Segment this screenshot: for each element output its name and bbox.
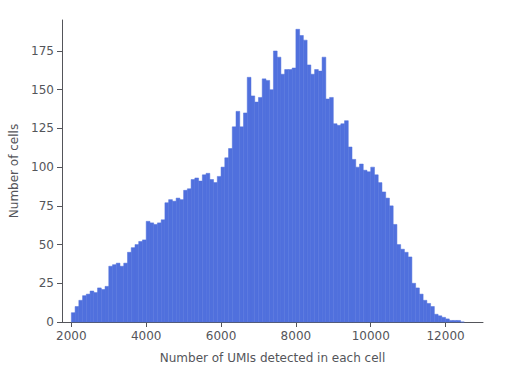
- svg-text:Number of cells: Number of cells: [7, 124, 21, 218]
- svg-text:4000: 4000: [131, 329, 162, 343]
- svg-text:75: 75: [39, 199, 54, 213]
- svg-text:100: 100: [31, 160, 54, 174]
- svg-text:6000: 6000: [206, 329, 237, 343]
- svg-text:125: 125: [31, 121, 54, 135]
- svg-text:0: 0: [46, 315, 54, 329]
- svg-text:50: 50: [39, 238, 54, 252]
- svg-text:8000: 8000: [281, 329, 312, 343]
- svg-text:Number of UMIs detected in eac: Number of UMIs detected in each cell: [160, 351, 386, 365]
- svg-text:25: 25: [39, 276, 54, 290]
- svg-text:175: 175: [31, 44, 54, 58]
- svg-text:12000: 12000: [426, 329, 464, 343]
- svg-text:150: 150: [31, 83, 54, 97]
- svg-text:2000: 2000: [56, 329, 87, 343]
- svg-text:10000: 10000: [352, 329, 390, 343]
